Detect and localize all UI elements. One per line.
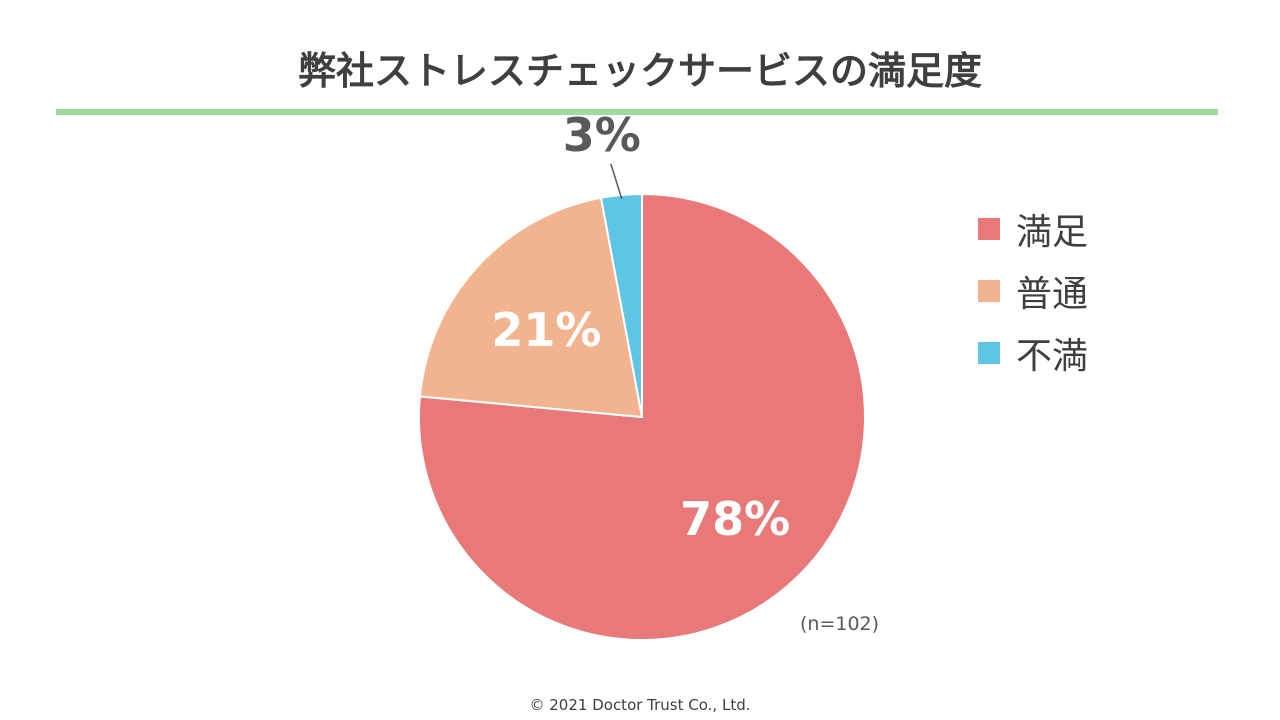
slice-satisfied xyxy=(418,192,866,641)
legend-item-neutral: 普通 xyxy=(978,260,1088,322)
legend-label: 不満 xyxy=(1016,336,1089,377)
legend-label: 普通 xyxy=(1016,274,1089,315)
sample-size-note: (n=102) xyxy=(800,613,880,635)
legend-item-dissatisfied: 不満 xyxy=(978,322,1088,384)
legend-swatch xyxy=(978,280,1000,302)
legend: 満足 普通 不満 xyxy=(978,198,1088,384)
legend-swatch xyxy=(978,342,1000,364)
copyright-notice: © 2021 Doctor Trust Co., Ltd. xyxy=(529,696,751,714)
slice-dissatisfied xyxy=(599,192,643,418)
legend-label: 満足 xyxy=(1016,212,1089,253)
leader-line xyxy=(610,163,623,200)
legend-swatch xyxy=(978,218,1000,240)
data-label-neutral: 21% xyxy=(491,303,601,357)
data-label-satisfied: 78% xyxy=(680,492,790,546)
legend-item-satisfied: 満足 xyxy=(978,198,1088,260)
slice-neutral xyxy=(418,196,644,419)
title-divider xyxy=(56,109,1218,115)
chart-title: 弊社ストレスチェックサービスの満足度 xyxy=(297,49,982,93)
data-label-dissatisfied: 3% xyxy=(563,108,641,162)
